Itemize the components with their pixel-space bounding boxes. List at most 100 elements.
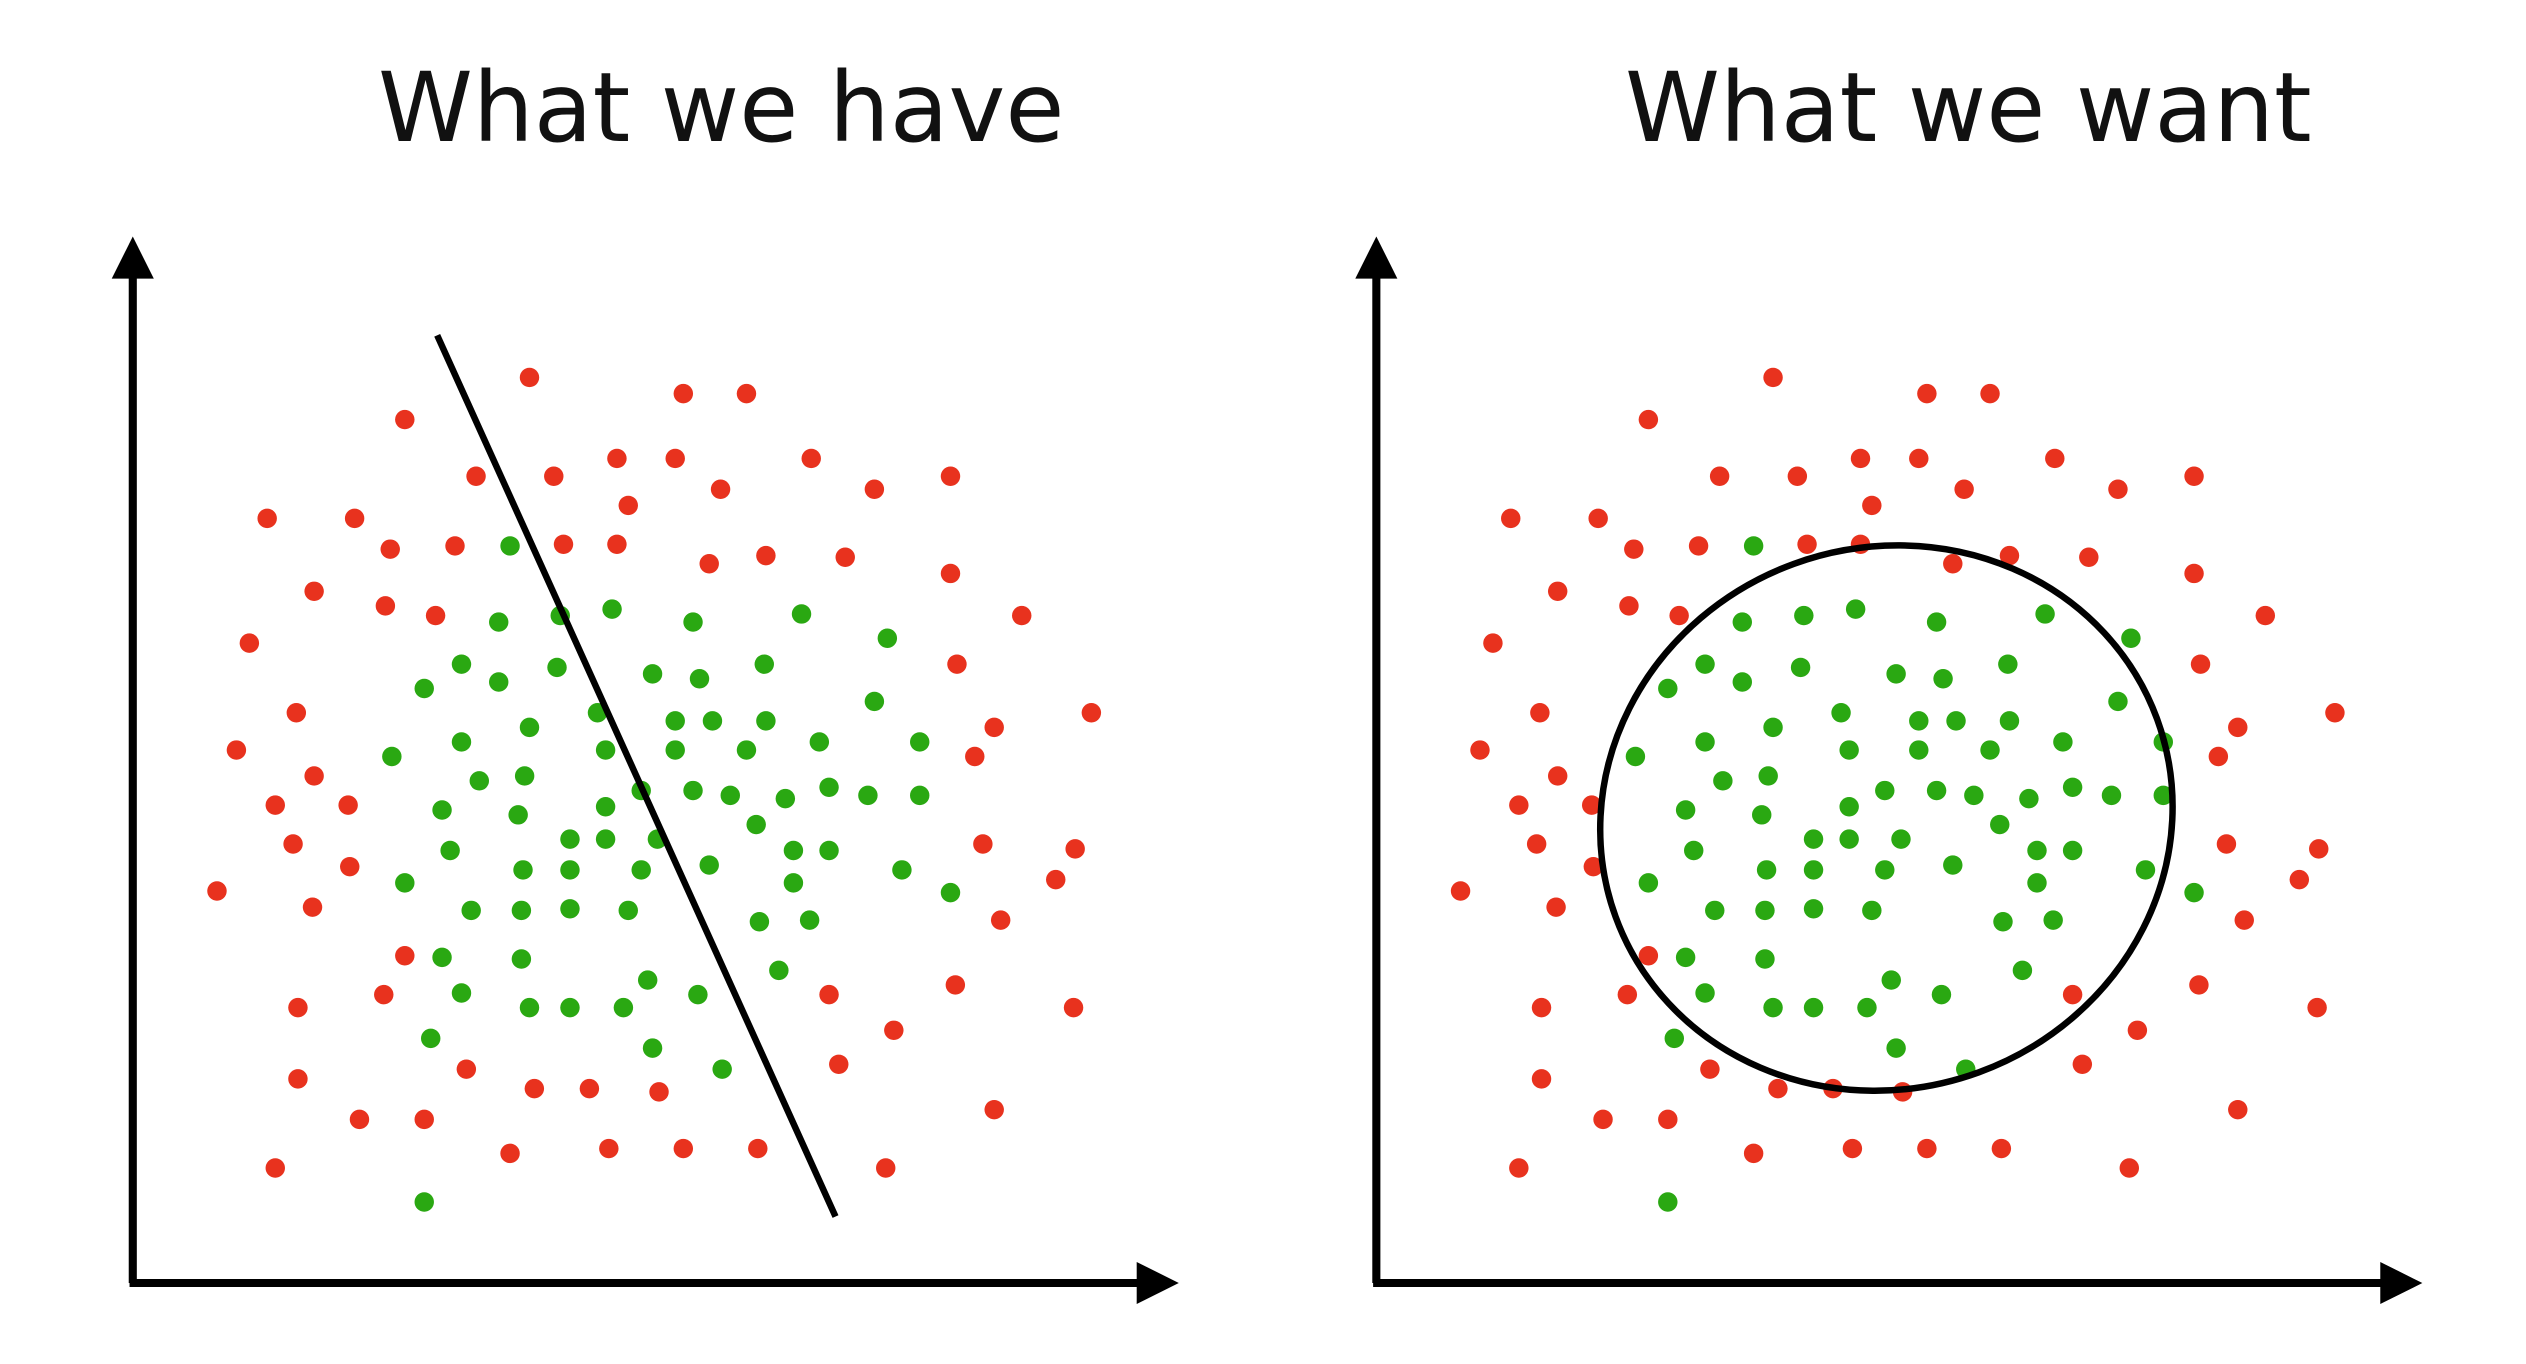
green-point	[712, 1059, 732, 1079]
red-point	[945, 975, 966, 995]
green-point	[1839, 829, 1859, 849]
red-point	[1483, 633, 1503, 653]
red-point	[2216, 834, 2237, 854]
red-point	[599, 1138, 619, 1159]
red-point	[1617, 984, 1638, 1005]
green-point	[1926, 612, 1947, 632]
green-point	[1638, 873, 1659, 893]
red-point	[500, 1143, 520, 1164]
green-point	[511, 900, 532, 921]
red-point	[607, 448, 627, 469]
green-point	[560, 899, 580, 919]
green-point	[746, 814, 766, 835]
green-point	[451, 732, 472, 752]
red-point	[1583, 856, 1604, 877]
green-point	[421, 1028, 441, 1049]
red-point	[1954, 479, 1974, 499]
red-point	[1763, 367, 1783, 388]
red-point	[1531, 1069, 1552, 1089]
green-point	[892, 860, 912, 880]
green-point	[1909, 740, 1929, 760]
green-point	[699, 855, 719, 875]
green-point	[910, 785, 930, 806]
red-point	[1530, 703, 1550, 723]
green-point	[500, 536, 520, 556]
green-point	[791, 604, 812, 624]
red-point	[940, 563, 961, 584]
green-point	[642, 664, 663, 684]
green-point	[1755, 949, 1775, 969]
red-point	[748, 1138, 768, 1159]
red-point	[338, 795, 358, 815]
red-point	[1917, 383, 1937, 404]
green-point	[940, 882, 961, 903]
red-point	[673, 1138, 694, 1159]
green-point	[702, 711, 723, 731]
red-point	[984, 717, 1004, 738]
red-point	[1797, 534, 1817, 555]
panel-have	[111, 236, 1179, 1305]
green-point	[1875, 860, 1895, 880]
red-point	[1909, 448, 1929, 469]
red-point	[414, 1109, 434, 1130]
red-point	[618, 495, 638, 516]
green-point	[519, 717, 540, 738]
green-point	[1931, 984, 1952, 1005]
red-point	[1531, 997, 1552, 1018]
green-point	[1695, 654, 1715, 674]
red-point	[1546, 897, 1566, 917]
green-point	[1943, 855, 1963, 875]
green-point	[2062, 840, 2083, 861]
green-point	[1946, 711, 1966, 731]
green-point	[631, 860, 651, 880]
red-point	[286, 703, 307, 723]
green-point	[1732, 612, 1753, 632]
red-point	[1991, 1138, 2012, 1159]
red-point	[649, 1082, 669, 1102]
red-point	[1581, 795, 1602, 815]
red-point	[445, 536, 465, 556]
red-point	[2325, 703, 2345, 723]
red-point	[2184, 466, 2204, 486]
green-point	[1752, 805, 1772, 825]
green-point	[1862, 900, 1882, 921]
red-point	[1509, 1158, 1529, 1178]
green-point	[511, 949, 532, 969]
panel-title-have: What we have	[378, 52, 1065, 164]
red-point	[283, 834, 303, 854]
green-point	[440, 840, 460, 861]
green-point	[1803, 860, 1824, 880]
red-point	[1450, 881, 1471, 901]
green-point	[754, 654, 774, 674]
green-point	[461, 900, 481, 921]
green-point	[775, 788, 796, 809]
green-point	[665, 711, 685, 731]
red-point	[207, 881, 227, 901]
red-point	[1501, 508, 1521, 529]
red-point	[710, 479, 731, 499]
green-point	[469, 771, 490, 791]
red-point	[1709, 466, 1730, 486]
red-point	[990, 910, 1011, 930]
green-point	[432, 947, 452, 968]
green-point	[395, 873, 415, 893]
green-point	[1999, 711, 2020, 731]
green-point	[2101, 785, 2122, 806]
red-point	[425, 605, 446, 626]
green-point	[2012, 960, 2033, 981]
red-point	[302, 897, 323, 917]
red-point	[1081, 703, 1102, 723]
red-point	[257, 508, 277, 529]
green-point	[414, 678, 434, 699]
red-point	[1638, 946, 1659, 966]
green-point	[1658, 1192, 1678, 1212]
red-point	[304, 581, 324, 602]
green-point	[1664, 1028, 1684, 1049]
green-point	[1857, 997, 1877, 1018]
green-point	[560, 997, 580, 1018]
green-point	[560, 829, 580, 849]
green-point	[1695, 732, 1715, 752]
green-point	[519, 997, 540, 1018]
green-point	[1886, 664, 1906, 684]
